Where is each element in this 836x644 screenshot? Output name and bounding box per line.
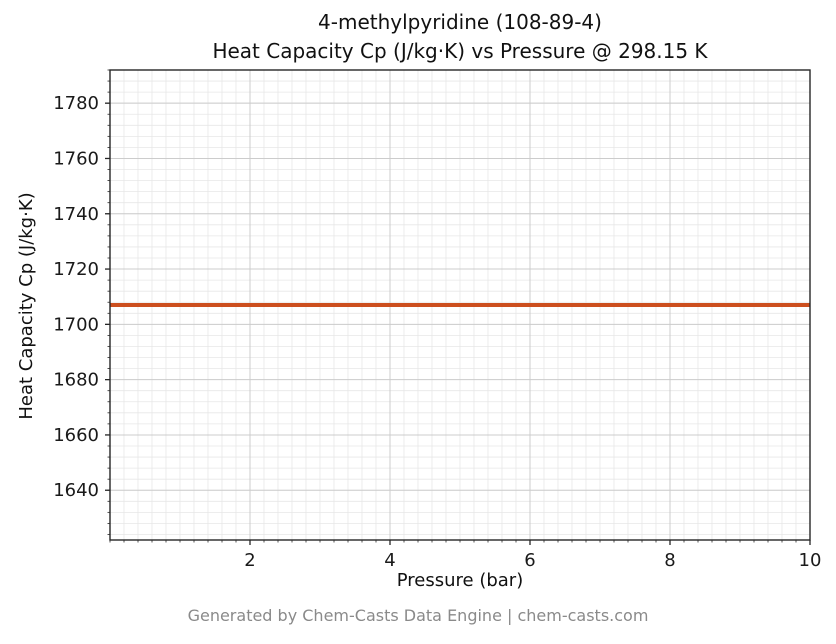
y-tick-label: 1740 xyxy=(53,204,99,225)
x-tick-label: 10 xyxy=(799,550,822,571)
chart-title-line-1: 4-methylpyridine (108-89-4) xyxy=(318,10,602,34)
y-tick-label: 1720 xyxy=(53,259,99,280)
y-tick-label: 1700 xyxy=(53,314,99,335)
x-tick-label: 2 xyxy=(244,550,255,571)
chart-title: 4-methylpyridine (108-89-4) Heat Capacit… xyxy=(110,8,810,66)
x-tick-label: 6 xyxy=(524,550,535,571)
x-tick-label: 8 xyxy=(664,550,675,571)
chart-title-line-2: Heat Capacity Cp (J/kg·K) vs Pressure @ … xyxy=(212,39,708,63)
y-tick-label: 1660 xyxy=(53,425,99,446)
y-tick-label: 1780 xyxy=(53,93,99,114)
x-tick-label: 4 xyxy=(384,550,395,571)
y-axis-label: Heat Capacity Cp (J/kg·K) xyxy=(16,192,37,420)
x-axis-label: Pressure (bar) xyxy=(396,570,524,591)
y-tick-label: 1640 xyxy=(53,480,99,501)
y-tick-label: 1680 xyxy=(53,370,99,391)
footer-credit: Generated by Chem-Casts Data Engine | ch… xyxy=(187,606,649,625)
y-tick-label: 1760 xyxy=(53,148,99,169)
